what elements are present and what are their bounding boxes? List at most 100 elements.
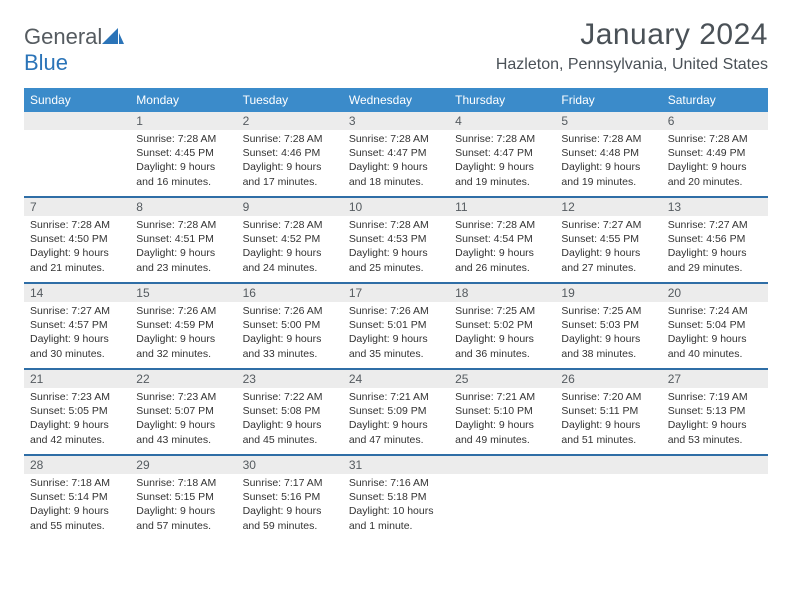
- day-cell: 12Sunrise: 7:27 AMSunset: 4:55 PMDayligh…: [555, 198, 661, 282]
- sunrise-text: Sunrise: 7:23 AM: [136, 390, 230, 404]
- day-number: 30: [237, 456, 343, 474]
- day-number: 16: [237, 284, 343, 302]
- sunrise-text: Sunrise: 7:19 AM: [668, 390, 762, 404]
- daylight-text: Daylight: 9 hours and 24 minutes.: [243, 246, 337, 274]
- day-cell: 5Sunrise: 7:28 AMSunset: 4:48 PMDaylight…: [555, 112, 661, 196]
- day-content: Sunrise: 7:26 AMSunset: 4:59 PMDaylight:…: [130, 302, 236, 367]
- day-cell: 17Sunrise: 7:26 AMSunset: 5:01 PMDayligh…: [343, 284, 449, 368]
- sunset-text: Sunset: 4:49 PM: [668, 146, 762, 160]
- day-cell: 27Sunrise: 7:19 AMSunset: 5:13 PMDayligh…: [662, 370, 768, 454]
- month-title: January 2024: [496, 18, 768, 52]
- sunset-text: Sunset: 4:52 PM: [243, 232, 337, 246]
- weekday-header: Friday: [555, 88, 661, 112]
- daylight-text: Daylight: 9 hours and 23 minutes.: [136, 246, 230, 274]
- day-number: 20: [662, 284, 768, 302]
- daylight-text: Daylight: 9 hours and 51 minutes.: [561, 418, 655, 446]
- sunrise-text: Sunrise: 7:28 AM: [136, 132, 230, 146]
- week-row: 28Sunrise: 7:18 AMSunset: 5:14 PMDayligh…: [24, 454, 768, 540]
- day-content: Sunrise: 7:27 AMSunset: 4:57 PMDaylight:…: [24, 302, 130, 367]
- sunrise-text: Sunrise: 7:18 AM: [30, 476, 124, 490]
- day-number: 11: [449, 198, 555, 216]
- day-cell: 14Sunrise: 7:27 AMSunset: 4:57 PMDayligh…: [24, 284, 130, 368]
- day-number: 4: [449, 112, 555, 130]
- sunset-text: Sunset: 5:03 PM: [561, 318, 655, 332]
- day-cell: 3Sunrise: 7:28 AMSunset: 4:47 PMDaylight…: [343, 112, 449, 196]
- daylight-text: Daylight: 9 hours and 38 minutes.: [561, 332, 655, 360]
- day-cell: 11Sunrise: 7:28 AMSunset: 4:54 PMDayligh…: [449, 198, 555, 282]
- day-content: Sunrise: 7:20 AMSunset: 5:11 PMDaylight:…: [555, 388, 661, 453]
- day-number: 6: [662, 112, 768, 130]
- day-cell: [24, 112, 130, 196]
- day-content: Sunrise: 7:21 AMSunset: 5:10 PMDaylight:…: [449, 388, 555, 453]
- sunrise-text: Sunrise: 7:21 AM: [349, 390, 443, 404]
- day-cell: [662, 456, 768, 540]
- day-cell: 16Sunrise: 7:26 AMSunset: 5:00 PMDayligh…: [237, 284, 343, 368]
- day-cell: 21Sunrise: 7:23 AMSunset: 5:05 PMDayligh…: [24, 370, 130, 454]
- daylight-text: Daylight: 9 hours and 53 minutes.: [668, 418, 762, 446]
- sunrise-text: Sunrise: 7:28 AM: [349, 218, 443, 232]
- day-content: Sunrise: 7:28 AMSunset: 4:47 PMDaylight:…: [449, 130, 555, 195]
- daylight-text: Daylight: 10 hours and 1 minute.: [349, 504, 443, 532]
- location-text: Hazleton, Pennsylvania, United States: [496, 56, 768, 74]
- daylight-text: Daylight: 9 hours and 21 minutes.: [30, 246, 124, 274]
- daylight-text: Daylight: 9 hours and 26 minutes.: [455, 246, 549, 274]
- day-cell: 1Sunrise: 7:28 AMSunset: 4:45 PMDaylight…: [130, 112, 236, 196]
- day-content: Sunrise: 7:18 AMSunset: 5:15 PMDaylight:…: [130, 474, 236, 539]
- sunset-text: Sunset: 4:54 PM: [455, 232, 549, 246]
- sunrise-text: Sunrise: 7:27 AM: [30, 304, 124, 318]
- sunset-text: Sunset: 4:51 PM: [136, 232, 230, 246]
- logo-text-blue: Blue: [24, 50, 68, 75]
- sunset-text: Sunset: 4:48 PM: [561, 146, 655, 160]
- sunset-text: Sunset: 4:47 PM: [455, 146, 549, 160]
- sunset-text: Sunset: 5:18 PM: [349, 490, 443, 504]
- daylight-text: Daylight: 9 hours and 43 minutes.: [136, 418, 230, 446]
- sunrise-text: Sunrise: 7:26 AM: [243, 304, 337, 318]
- day-content: Sunrise: 7:22 AMSunset: 5:08 PMDaylight:…: [237, 388, 343, 453]
- weekday-header: Saturday: [662, 88, 768, 112]
- day-content: Sunrise: 7:28 AMSunset: 4:46 PMDaylight:…: [237, 130, 343, 195]
- day-content: [555, 474, 661, 482]
- daylight-text: Daylight: 9 hours and 27 minutes.: [561, 246, 655, 274]
- sunset-text: Sunset: 4:56 PM: [668, 232, 762, 246]
- sunset-text: Sunset: 5:05 PM: [30, 404, 124, 418]
- day-cell: 15Sunrise: 7:26 AMSunset: 4:59 PMDayligh…: [130, 284, 236, 368]
- sunrise-text: Sunrise: 7:25 AM: [561, 304, 655, 318]
- day-cell: 8Sunrise: 7:28 AMSunset: 4:51 PMDaylight…: [130, 198, 236, 282]
- sunset-text: Sunset: 5:01 PM: [349, 318, 443, 332]
- sunset-text: Sunset: 5:15 PM: [136, 490, 230, 504]
- daylight-text: Daylight: 9 hours and 25 minutes.: [349, 246, 443, 274]
- sunrise-text: Sunrise: 7:25 AM: [455, 304, 549, 318]
- sunrise-text: Sunrise: 7:17 AM: [243, 476, 337, 490]
- sunset-text: Sunset: 5:11 PM: [561, 404, 655, 418]
- day-number: [662, 456, 768, 474]
- weekday-header: Tuesday: [237, 88, 343, 112]
- daylight-text: Daylight: 9 hours and 36 minutes.: [455, 332, 549, 360]
- day-number: 13: [662, 198, 768, 216]
- daylight-text: Daylight: 9 hours and 29 minutes.: [668, 246, 762, 274]
- header-row: GeneralBlue January 2024 Hazleton, Penns…: [24, 18, 768, 76]
- day-content: Sunrise: 7:28 AMSunset: 4:45 PMDaylight:…: [130, 130, 236, 195]
- day-number: 21: [24, 370, 130, 388]
- sunrise-text: Sunrise: 7:28 AM: [243, 132, 337, 146]
- sunrise-text: Sunrise: 7:21 AM: [455, 390, 549, 404]
- sunset-text: Sunset: 5:07 PM: [136, 404, 230, 418]
- week-row: 7Sunrise: 7:28 AMSunset: 4:50 PMDaylight…: [24, 196, 768, 282]
- sunset-text: Sunset: 4:59 PM: [136, 318, 230, 332]
- day-number: 7: [24, 198, 130, 216]
- sunrise-text: Sunrise: 7:26 AM: [136, 304, 230, 318]
- day-cell: 2Sunrise: 7:28 AMSunset: 4:46 PMDaylight…: [237, 112, 343, 196]
- day-content: [662, 474, 768, 482]
- day-number: [24, 112, 130, 130]
- sunset-text: Sunset: 5:13 PM: [668, 404, 762, 418]
- day-content: Sunrise: 7:28 AMSunset: 4:51 PMDaylight:…: [130, 216, 236, 281]
- title-block: January 2024 Hazleton, Pennsylvania, Uni…: [496, 18, 768, 74]
- daylight-text: Daylight: 9 hours and 33 minutes.: [243, 332, 337, 360]
- day-content: Sunrise: 7:28 AMSunset: 4:54 PMDaylight:…: [449, 216, 555, 281]
- day-content: [24, 130, 130, 138]
- sunrise-text: Sunrise: 7:27 AM: [561, 218, 655, 232]
- sunrise-text: Sunrise: 7:28 AM: [455, 218, 549, 232]
- sunrise-text: Sunrise: 7:24 AM: [668, 304, 762, 318]
- sunset-text: Sunset: 4:47 PM: [349, 146, 443, 160]
- sunset-text: Sunset: 4:50 PM: [30, 232, 124, 246]
- sunrise-text: Sunrise: 7:22 AM: [243, 390, 337, 404]
